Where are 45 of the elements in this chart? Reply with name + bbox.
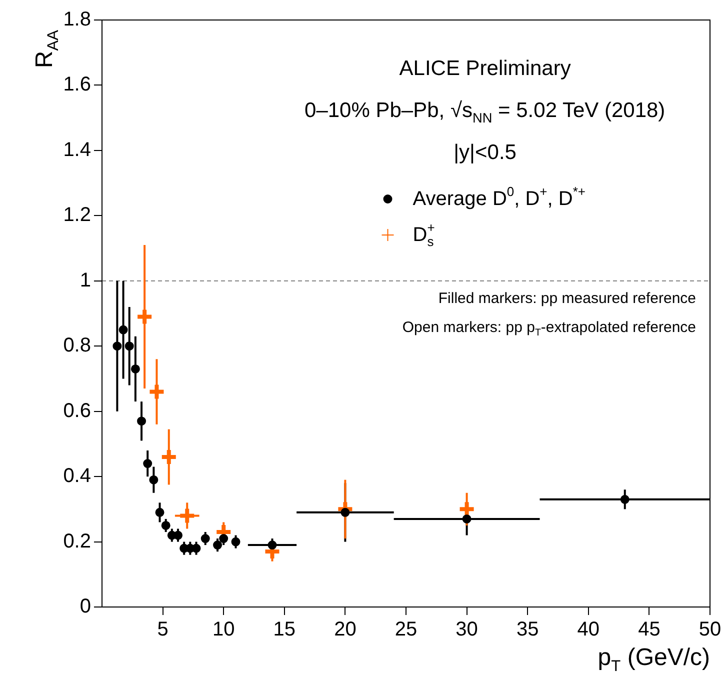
x-tick-label: 50 (698, 618, 722, 641)
y-tick-label: 0 (80, 596, 91, 618)
y-tick-label: 1.8 (63, 8, 91, 31)
x-tick-label: 15 (273, 618, 296, 641)
y-tick-label: 1 (80, 269, 91, 292)
point (219, 534, 228, 544)
x-tick-label: 5 (157, 618, 168, 641)
point (213, 540, 222, 550)
point (231, 537, 240, 546)
point (149, 475, 158, 484)
point (161, 520, 170, 530)
point (143, 459, 152, 468)
point (155, 508, 164, 517)
annotation: |y|<0.5 (454, 141, 516, 164)
x-tick-label: 35 (516, 618, 539, 641)
y-tick-label: 1.2 (63, 204, 91, 226)
point (200, 534, 210, 544)
point (620, 494, 630, 504)
y-tick-label: 1.6 (63, 74, 91, 96)
x-tick-label: 45 (638, 618, 660, 641)
point (462, 514, 472, 524)
x-tick-label: 30 (456, 618, 478, 641)
y-axis-title: RAA (31, 29, 62, 68)
point (174, 530, 182, 540)
annotation: Filled markers: pp measured reference (438, 290, 696, 307)
annotation: ALICE Preliminary (399, 57, 572, 80)
x-tick-label: 25 (394, 618, 418, 641)
x-tick-label: 20 (334, 618, 356, 641)
y-tick-label: 1.4 (63, 138, 91, 161)
point (124, 342, 134, 351)
point (340, 508, 350, 517)
point (118, 325, 128, 334)
point (148, 382, 166, 401)
point (136, 308, 154, 326)
point (178, 506, 196, 525)
x-tick-label: 40 (577, 618, 600, 641)
point (112, 342, 122, 351)
point (130, 364, 140, 374)
y-tick-label: 0.8 (63, 334, 91, 357)
y-tick-label: 0.6 (63, 400, 91, 422)
y-tick-label: 0.4 (63, 465, 91, 488)
point (268, 540, 277, 550)
point (137, 416, 146, 426)
x-tick-label: 10 (212, 618, 235, 641)
y-tick-label: 0.2 (63, 530, 91, 552)
